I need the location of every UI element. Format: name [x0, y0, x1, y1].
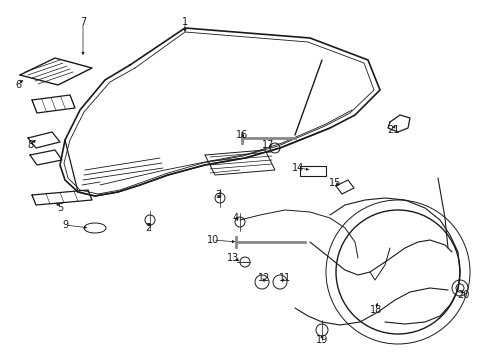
Text: 15: 15 — [328, 178, 341, 188]
Text: 18: 18 — [369, 305, 381, 315]
Text: 11: 11 — [278, 273, 290, 283]
Text: 7: 7 — [80, 17, 86, 27]
Text: 6: 6 — [15, 80, 21, 90]
Text: 9: 9 — [62, 220, 68, 230]
Text: 21: 21 — [386, 125, 398, 135]
Text: 16: 16 — [235, 130, 247, 140]
Text: 14: 14 — [291, 163, 304, 173]
Text: 19: 19 — [315, 335, 327, 345]
Text: 13: 13 — [226, 253, 239, 263]
Text: 8: 8 — [27, 140, 33, 150]
Text: 2: 2 — [144, 223, 151, 233]
Bar — [299, 166, 325, 176]
Text: 17: 17 — [261, 140, 274, 150]
Text: 4: 4 — [232, 213, 239, 223]
Text: 3: 3 — [215, 190, 221, 200]
Text: 10: 10 — [206, 235, 219, 245]
Text: 5: 5 — [57, 203, 63, 213]
Text: 12: 12 — [257, 273, 270, 283]
Text: 20: 20 — [456, 290, 468, 300]
Text: 1: 1 — [182, 17, 188, 27]
